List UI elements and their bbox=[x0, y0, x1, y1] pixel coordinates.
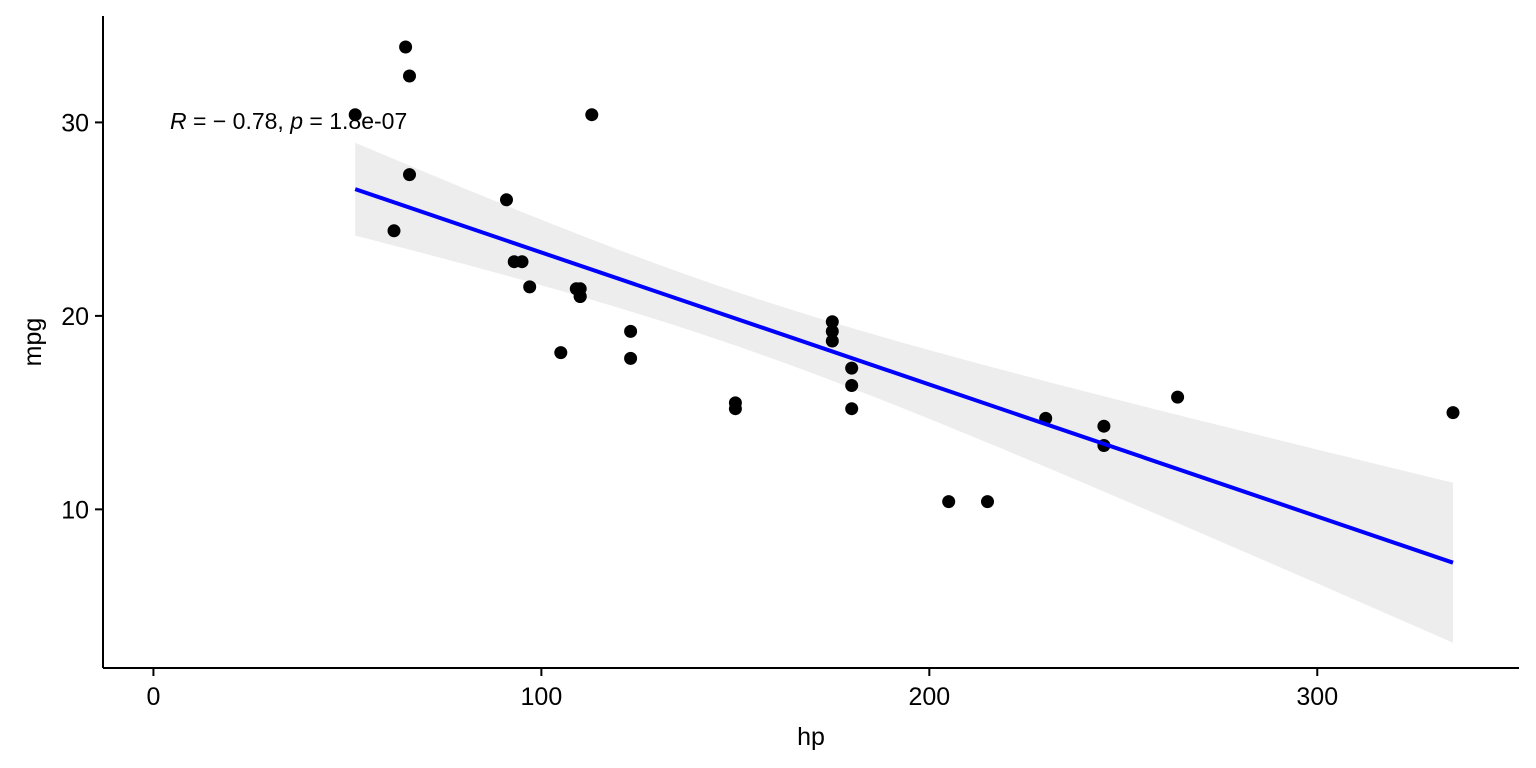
data-point bbox=[500, 193, 513, 207]
data-point bbox=[554, 346, 568, 360]
data-point bbox=[399, 40, 413, 54]
annotation-r-symbol: R bbox=[170, 108, 187, 134]
regression-line-layer bbox=[354, 187, 1454, 565]
data-point bbox=[825, 334, 839, 348]
annotation-p-text: = 1.8e-07 bbox=[303, 108, 407, 134]
x-ticks: 0 100 200 300 bbox=[146, 668, 1338, 711]
x-tick-label: 200 bbox=[908, 683, 950, 711]
confidence-band bbox=[355, 142, 1454, 643]
data-point bbox=[624, 351, 638, 365]
data-point bbox=[403, 168, 416, 182]
y-ticks: 10 20 30 bbox=[61, 109, 103, 524]
data-point bbox=[585, 108, 599, 122]
x-axis-title: hp bbox=[797, 723, 825, 751]
data-point bbox=[569, 282, 583, 296]
y-tick-label: 30 bbox=[61, 109, 89, 137]
data-point bbox=[624, 324, 638, 338]
data-point bbox=[942, 495, 956, 509]
data-point bbox=[825, 324, 839, 338]
data-point bbox=[845, 379, 859, 392]
data-point bbox=[403, 69, 416, 83]
data-point bbox=[1446, 406, 1460, 420]
data-point bbox=[728, 402, 742, 416]
confidence-band-layer bbox=[355, 142, 1454, 643]
x-tick-label: 0 bbox=[146, 683, 160, 711]
data-point bbox=[348, 108, 362, 122]
correlation-annotation: R = − 0.78, p = 1.8e-07 bbox=[170, 108, 407, 134]
data-point bbox=[515, 255, 529, 269]
annotation-r-text: = − 0.78, bbox=[187, 108, 291, 134]
data-point bbox=[845, 402, 859, 416]
annotation-p-symbol: p bbox=[289, 108, 303, 134]
data-point bbox=[1097, 419, 1111, 433]
data-point bbox=[387, 224, 401, 238]
data-point bbox=[845, 361, 859, 375]
x-tick-label: 300 bbox=[1296, 683, 1338, 711]
data-point bbox=[523, 280, 537, 294]
data-point bbox=[1171, 390, 1185, 404]
x-tick-label: 100 bbox=[521, 683, 563, 711]
data-point bbox=[825, 315, 839, 329]
y-tick-label: 20 bbox=[61, 303, 89, 331]
regression-line bbox=[354, 187, 1454, 565]
y-tick-label: 10 bbox=[61, 496, 89, 524]
y-axis-title: mpg bbox=[19, 318, 47, 367]
data-point bbox=[981, 495, 994, 509]
